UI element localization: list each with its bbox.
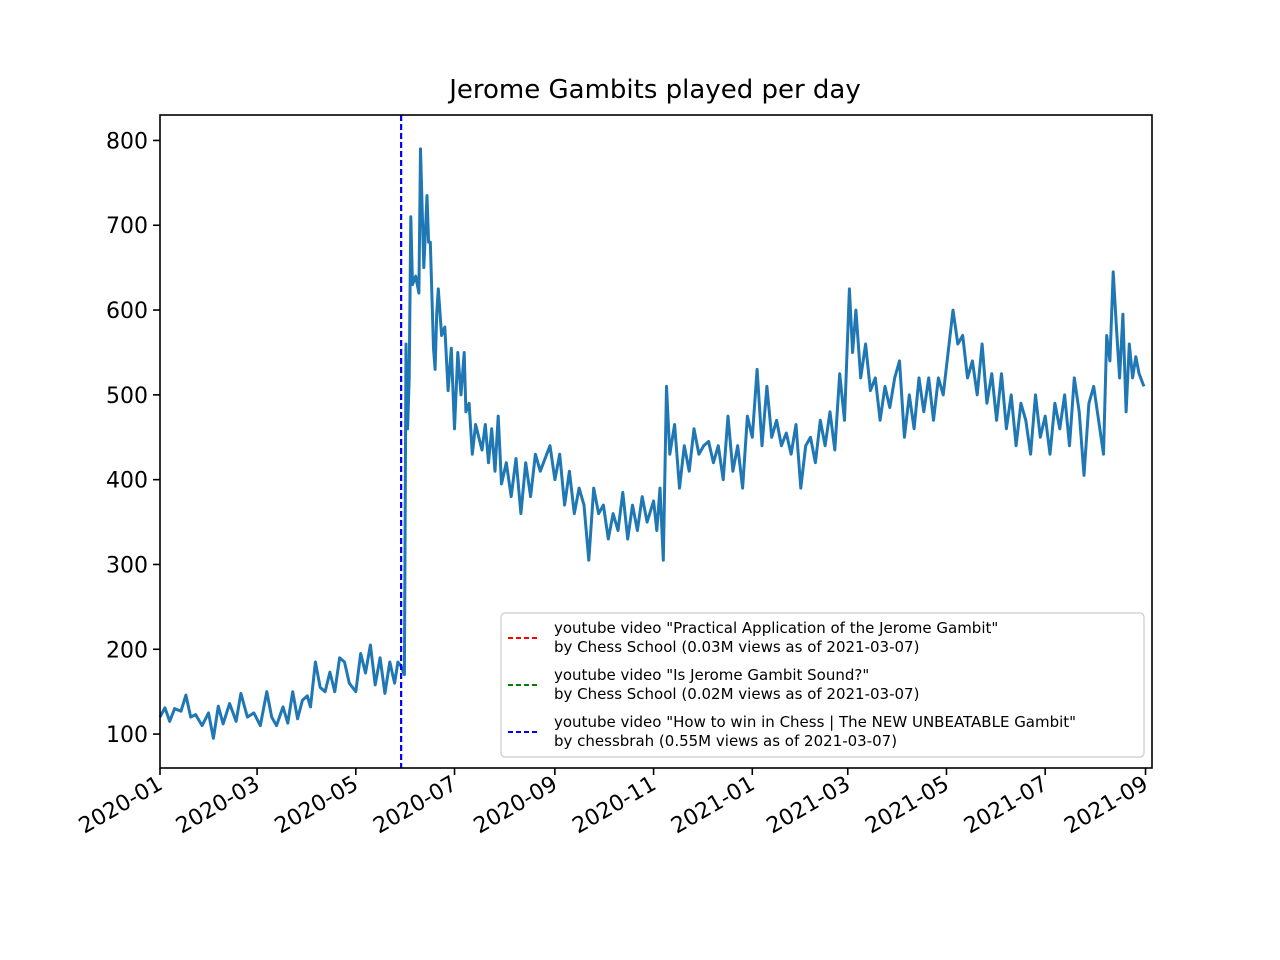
y-tick-label: 600 [106, 299, 148, 324]
plot-frame [159, 114, 1153, 769]
y-tick-label: 700 [106, 214, 148, 239]
x-tick-label: 2021-03 [763, 772, 855, 840]
x-tick-label: 2021-07 [960, 772, 1052, 840]
series-line-0 [158, 147, 1146, 740]
legend-box [500, 612, 1145, 758]
x-tick-label: 2021-09 [1060, 772, 1152, 840]
legend-label: youtube video "How to win in Chess | The… [554, 713, 1076, 731]
y-tick-label: 100 [106, 723, 148, 748]
legend-label-sub: by chessbrah (0.55M views as of 2021-03-… [554, 732, 897, 750]
x-tick-label: 2020-05 [271, 772, 363, 840]
x-tick-label: 2020-09 [470, 772, 562, 840]
chart-title: Jerome Gambits played per day [447, 75, 861, 105]
legend-label-sub: by Chess School (0.02M views as of 2021-… [554, 685, 919, 703]
legend-label: youtube video "Practical Application of … [554, 619, 998, 637]
x-tick-label: 2020-07 [369, 772, 461, 840]
plot-area [158, 115, 1146, 768]
x-tick-label: 2020-03 [172, 772, 264, 840]
legend-label-sub: by Chess School (0.03M views as of 2021-… [554, 638, 919, 656]
y-axis: 100 200 300 400 500 600 700 800 [106, 129, 160, 748]
y-tick-label: 400 [106, 469, 148, 494]
x-tick-label: 2021-01 [667, 772, 759, 840]
x-tick-label: 2020-11 [568, 772, 660, 840]
legend: youtube video "Practical Application of … [500, 612, 1145, 758]
legend-label: youtube video "Is Jerome Gambit Sound?" [554, 666, 869, 684]
y-tick-label: 300 [106, 553, 148, 578]
x-tick-label: 2020-01 [75, 772, 167, 840]
y-tick-label: 800 [106, 129, 148, 154]
x-tick-label: 2021-05 [861, 772, 953, 840]
y-tick-label: 500 [106, 384, 148, 409]
x-axis: 2020-01 2020-03 2020-05 2020-07 2020-09 2020-… [75, 768, 1153, 839]
y-tick-label: 200 [106, 638, 148, 663]
